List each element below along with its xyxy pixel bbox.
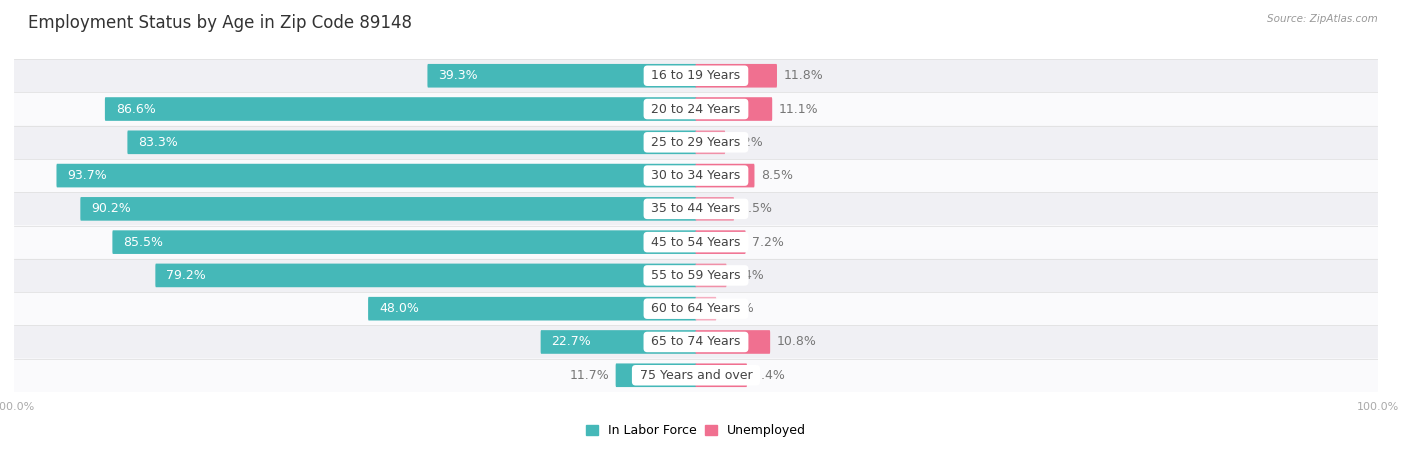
FancyBboxPatch shape — [14, 259, 1378, 292]
FancyBboxPatch shape — [368, 297, 696, 321]
Text: 65 to 74 Years: 65 to 74 Years — [647, 336, 745, 349]
Text: 83.3%: 83.3% — [138, 136, 179, 149]
FancyBboxPatch shape — [696, 230, 745, 254]
FancyBboxPatch shape — [696, 263, 727, 287]
Text: 4.2%: 4.2% — [731, 136, 763, 149]
Text: 20 to 24 Years: 20 to 24 Years — [647, 102, 745, 115]
FancyBboxPatch shape — [14, 292, 1378, 325]
Text: 79.2%: 79.2% — [166, 269, 205, 282]
Text: 75 Years and over: 75 Years and over — [636, 369, 756, 382]
Text: 8.5%: 8.5% — [761, 169, 793, 182]
Text: 86.6%: 86.6% — [115, 102, 156, 115]
Text: 35 to 44 Years: 35 to 44 Years — [647, 202, 745, 216]
Text: 10.8%: 10.8% — [776, 336, 817, 349]
FancyBboxPatch shape — [427, 64, 696, 87]
Text: 45 to 54 Years: 45 to 54 Years — [647, 235, 745, 249]
Text: Employment Status by Age in Zip Code 89148: Employment Status by Age in Zip Code 891… — [28, 14, 412, 32]
FancyBboxPatch shape — [105, 97, 696, 121]
Text: 39.3%: 39.3% — [439, 69, 478, 82]
Text: 5.5%: 5.5% — [741, 202, 772, 216]
FancyBboxPatch shape — [14, 226, 1378, 259]
Text: 16 to 19 Years: 16 to 19 Years — [647, 69, 745, 82]
FancyBboxPatch shape — [155, 263, 696, 287]
Text: 11.7%: 11.7% — [569, 369, 609, 382]
FancyBboxPatch shape — [616, 364, 696, 387]
Text: 93.7%: 93.7% — [67, 169, 107, 182]
Text: 55 to 59 Years: 55 to 59 Years — [647, 269, 745, 282]
Text: 11.1%: 11.1% — [779, 102, 818, 115]
FancyBboxPatch shape — [696, 164, 755, 188]
FancyBboxPatch shape — [696, 364, 747, 387]
FancyBboxPatch shape — [696, 297, 716, 321]
FancyBboxPatch shape — [128, 130, 696, 154]
Text: 11.8%: 11.8% — [783, 69, 823, 82]
Text: Source: ZipAtlas.com: Source: ZipAtlas.com — [1267, 14, 1378, 23]
FancyBboxPatch shape — [696, 130, 725, 154]
FancyBboxPatch shape — [14, 359, 1378, 392]
FancyBboxPatch shape — [696, 97, 772, 121]
Text: 2.9%: 2.9% — [723, 302, 754, 315]
FancyBboxPatch shape — [14, 126, 1378, 159]
Legend: In Labor Force, Unemployed: In Labor Force, Unemployed — [581, 419, 811, 442]
FancyBboxPatch shape — [112, 230, 696, 254]
FancyBboxPatch shape — [14, 159, 1378, 192]
FancyBboxPatch shape — [541, 330, 696, 354]
Text: 7.4%: 7.4% — [754, 369, 785, 382]
Text: 25 to 29 Years: 25 to 29 Years — [647, 136, 745, 149]
FancyBboxPatch shape — [14, 92, 1378, 126]
Text: 22.7%: 22.7% — [551, 336, 591, 349]
FancyBboxPatch shape — [696, 64, 778, 87]
Text: 30 to 34 Years: 30 to 34 Years — [647, 169, 745, 182]
Text: 48.0%: 48.0% — [378, 302, 419, 315]
FancyBboxPatch shape — [56, 164, 696, 188]
Text: 4.4%: 4.4% — [733, 269, 765, 282]
Text: 90.2%: 90.2% — [91, 202, 131, 216]
FancyBboxPatch shape — [696, 197, 734, 221]
Text: 7.2%: 7.2% — [752, 235, 783, 249]
FancyBboxPatch shape — [14, 59, 1378, 92]
Text: 60 to 64 Years: 60 to 64 Years — [647, 302, 745, 315]
FancyBboxPatch shape — [14, 192, 1378, 226]
FancyBboxPatch shape — [696, 330, 770, 354]
Text: 85.5%: 85.5% — [124, 235, 163, 249]
FancyBboxPatch shape — [14, 325, 1378, 359]
FancyBboxPatch shape — [80, 197, 696, 221]
